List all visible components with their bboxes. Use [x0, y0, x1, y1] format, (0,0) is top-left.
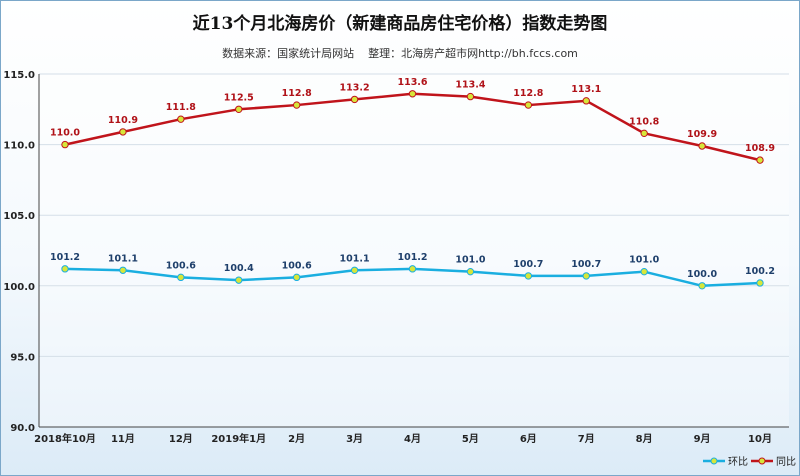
data-point — [350, 266, 359, 274]
legend-label: 同比 — [776, 456, 796, 468]
data-label: 100.4 — [224, 263, 254, 274]
data-label: 101.0 — [629, 255, 659, 266]
x-tick-label: 5月 — [462, 433, 479, 445]
chart-subtitle: 数据来源：国家统计局网站 整理：北海房产超市网http://bh.fccs.co… — [222, 47, 578, 60]
data-point — [756, 279, 764, 287]
data-label: 100.0 — [687, 269, 717, 280]
y-tick-label: 105.0 — [3, 211, 35, 222]
data-label: 113.1 — [571, 84, 601, 95]
x-tick-label: 2018年10月 — [34, 432, 96, 445]
data-label: 108.9 — [745, 143, 775, 154]
data-label: 101.1 — [340, 253, 370, 264]
data-label: 101.0 — [455, 255, 485, 266]
x-tick-label: 12月 — [169, 433, 193, 445]
data-point — [119, 128, 127, 136]
data-label: 110.0 — [50, 128, 80, 139]
data-point — [640, 129, 648, 138]
x-tick-label: 3月 — [346, 433, 363, 445]
data-point — [177, 273, 185, 282]
data-point — [177, 115, 185, 123]
x-tick-label: 11月 — [111, 433, 135, 445]
data-point — [235, 276, 243, 284]
data-label: 101.2 — [397, 252, 427, 263]
x-tick-label: 2月 — [288, 433, 305, 445]
data-label: 112.8 — [282, 88, 312, 99]
legend-marker — [710, 457, 718, 465]
x-tick-label: 6月 — [520, 433, 537, 445]
data-label: 100.7 — [513, 259, 543, 270]
data-point — [408, 265, 417, 273]
data-point — [235, 105, 243, 114]
data-label: 109.9 — [687, 129, 717, 140]
y-tick-label: 110.0 — [3, 141, 35, 152]
data-label: 111.8 — [166, 102, 196, 113]
data-label: 110.9 — [108, 115, 138, 126]
data-point — [61, 140, 69, 149]
data-label: 100.7 — [571, 259, 601, 270]
y-tick-label: 95.0 — [10, 352, 35, 363]
data-point — [640, 267, 648, 276]
legend-label: 环比 — [728, 456, 748, 468]
data-point — [292, 273, 301, 282]
data-label: 113.2 — [340, 82, 370, 93]
legend-marker — [758, 457, 766, 465]
data-label: 101.1 — [108, 253, 138, 264]
data-point — [698, 282, 706, 290]
y-tick-label: 90.0 — [10, 423, 35, 434]
data-point — [582, 272, 590, 280]
data-point — [524, 272, 533, 280]
data-label: 113.4 — [455, 80, 485, 91]
data-point — [119, 266, 127, 274]
data-label: 101.2 — [50, 252, 80, 263]
data-label: 113.6 — [397, 77, 427, 88]
x-tick-label: 10月 — [748, 433, 772, 445]
data-point — [698, 142, 706, 150]
data-point — [582, 97, 590, 105]
data-point — [408, 90, 417, 98]
y-tick-label: 115.0 — [3, 70, 35, 81]
x-tick-label: 9月 — [694, 433, 711, 445]
data-label: 100.2 — [745, 266, 775, 277]
data-point — [466, 267, 475, 276]
data-point — [292, 101, 301, 109]
x-tick-label: 8月 — [636, 433, 653, 445]
data-label: 100.6 — [282, 260, 312, 271]
y-tick-label: 100.0 — [3, 282, 35, 293]
chart-title: 近13个月北海房价（新建商品房住宅价格）指数走势图 — [192, 14, 608, 34]
data-point — [756, 156, 764, 164]
data-label: 110.8 — [629, 116, 659, 127]
data-label: 100.6 — [166, 260, 196, 271]
data-label: 112.8 — [513, 88, 543, 99]
data-point — [466, 92, 475, 101]
data-point — [350, 95, 359, 104]
x-tick-label: 4月 — [404, 433, 421, 445]
plot-area — [39, 74, 789, 427]
x-tick-label: 2019年1月 — [211, 432, 266, 445]
data-point — [61, 265, 69, 273]
data-point — [524, 101, 533, 109]
data-label: 112.5 — [224, 92, 254, 103]
x-tick-label: 7月 — [578, 433, 595, 445]
